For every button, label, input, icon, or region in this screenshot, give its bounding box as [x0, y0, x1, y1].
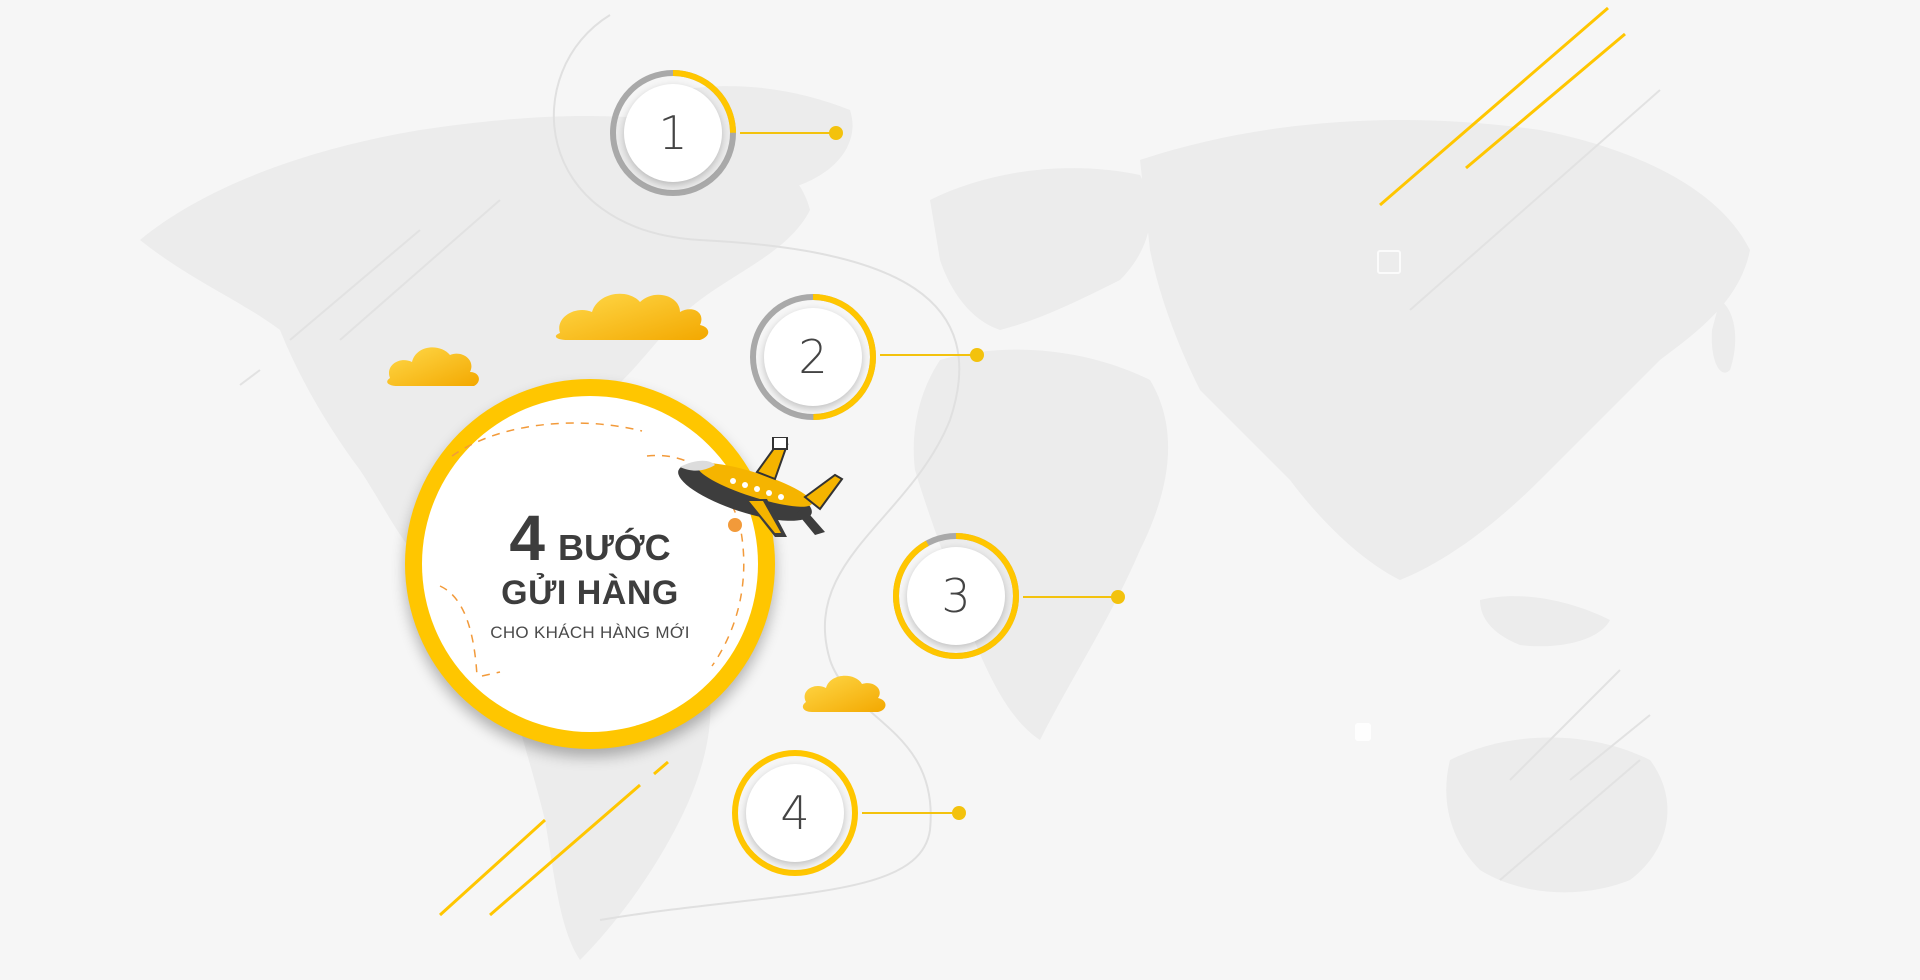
step-2-circle[interactable]: 2	[748, 292, 878, 422]
step-4-dot	[952, 806, 966, 820]
map-marker-icon	[1377, 250, 1401, 274]
hero-badge-inner: 4 BƯỚC GỬI HÀNG CHO KHÁCH HÀNG MỚI	[422, 396, 758, 732]
step-1-inner: 1	[624, 84, 722, 182]
hero-text: 4 BƯỚC GỬI HÀNG CHO KHÁCH HÀNG MỚI	[422, 506, 758, 643]
step-3-number: 3	[941, 569, 971, 623]
map-marker-icon	[1355, 723, 1371, 741]
step-2-number: 2	[798, 330, 828, 384]
step-4-progress-ring	[732, 750, 858, 876]
step-1-connector	[740, 132, 832, 134]
step-1-circle[interactable]: 1	[608, 68, 738, 198]
step-4-connector	[862, 812, 956, 814]
step-2-inner: 2	[764, 308, 862, 406]
hero-number: 4	[509, 502, 545, 574]
step-3-connector	[1023, 596, 1115, 598]
hero-word: BƯỚC	[558, 527, 671, 568]
step-3-progress-ring	[893, 533, 1019, 659]
step-3-circle[interactable]: 3	[891, 531, 1021, 661]
hero-subtitle: CHO KHÁCH HÀNG MỚI	[490, 623, 690, 642]
step-4-circle[interactable]: 4	[730, 748, 860, 878]
step-2-progress-ring	[750, 294, 876, 420]
step-4-inner: 4	[746, 764, 844, 862]
step-1-number: 1	[658, 106, 688, 160]
step-1-dot	[829, 126, 843, 140]
step-1-progress-ring	[610, 70, 736, 196]
step-3-dot	[1111, 590, 1125, 604]
step-4-number: 4	[780, 786, 810, 840]
airplane-icon	[678, 437, 844, 537]
hero-badge: 4 BƯỚC GỬI HÀNG CHO KHÁCH HÀNG MỚI	[405, 379, 775, 749]
step-2-dot	[970, 348, 984, 362]
step-2-connector	[880, 354, 974, 356]
step-3-inner: 3	[907, 547, 1005, 645]
hero-line-1: 4 BƯỚC	[422, 506, 758, 570]
hero-title: GỬI HÀNG	[501, 574, 679, 612]
